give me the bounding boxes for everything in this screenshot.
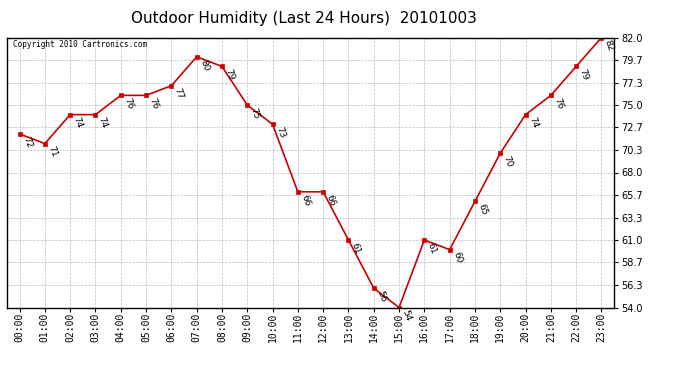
Text: 79: 79 [224, 68, 236, 82]
Text: 74: 74 [527, 116, 540, 130]
Text: 65: 65 [476, 203, 489, 217]
Text: 74: 74 [97, 116, 109, 130]
Text: 61: 61 [350, 242, 362, 255]
Text: 76: 76 [148, 97, 160, 111]
Text: 76: 76 [122, 97, 135, 111]
Text: 77: 77 [172, 87, 185, 101]
Text: 61: 61 [426, 242, 438, 255]
Text: 75: 75 [248, 106, 261, 120]
Text: 66: 66 [299, 193, 312, 207]
Text: Outdoor Humidity (Last 24 Hours)  20101003: Outdoor Humidity (Last 24 Hours) 2010100… [130, 11, 477, 26]
Text: 71: 71 [46, 145, 59, 159]
Text: 56: 56 [375, 290, 388, 303]
Text: 82: 82 [603, 39, 615, 53]
Text: 79: 79 [578, 68, 590, 82]
Text: 70: 70 [502, 154, 514, 168]
Text: 74: 74 [72, 116, 84, 130]
Text: 72: 72 [21, 135, 33, 149]
Text: 73: 73 [274, 126, 286, 140]
Text: 60: 60 [451, 251, 464, 265]
Text: 54: 54 [400, 309, 413, 322]
Text: 66: 66 [324, 193, 337, 207]
Text: 80: 80 [198, 58, 210, 72]
Text: 76: 76 [552, 97, 564, 111]
Text: Copyright 2010 Cartronics.com: Copyright 2010 Cartronics.com [13, 40, 147, 49]
